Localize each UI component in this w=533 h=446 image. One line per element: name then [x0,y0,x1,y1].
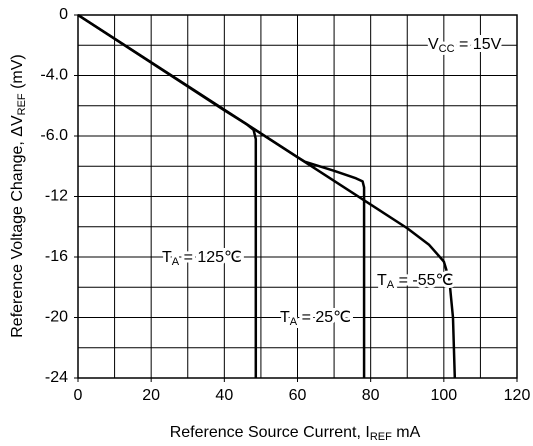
x-tick-label: 40 [215,387,233,404]
text-part: mA [392,424,421,441]
y-axis-label: Reference Voltage Change, ΔVREF (mV) [9,54,28,338]
y-tick-label: -6.0 [40,127,68,144]
y-tick-label: -16 [45,248,68,265]
text-part: CC [439,43,455,55]
text-part: REF [370,431,392,443]
y-tick-label: -24 [45,369,68,386]
text-part: = 15V [455,36,502,53]
text-part: T [280,309,290,326]
x-tick-label: 80 [362,387,380,404]
y-tick-label: 0 [59,6,68,23]
text-part: (mV) [9,54,26,93]
y-tick-label: -12 [45,188,68,205]
text-part: Reference Source Current, I [170,424,370,441]
text-part: REF [16,93,28,115]
x-tick-label: 120 [504,387,531,404]
x-tick-label: 60 [289,387,307,404]
curve [77,13,457,379]
y-tick-label: -20 [45,309,68,326]
x-tick-label: 100 [430,387,457,404]
y-tick-label: -4.0 [40,67,68,84]
text-part: V [428,36,439,53]
text-part: = 125℃ [179,249,242,266]
annotation: TA = 125℃ [162,249,242,268]
text-part: = -55℃ [394,272,453,289]
annotation: VCC = 15V [428,36,502,55]
x-tick-label: 0 [74,387,83,404]
text-part: = 25℃ [297,309,351,326]
annotation: TA = 25℃ [280,309,351,328]
x-tick-label: 20 [142,387,160,404]
annotation: TA = -55℃ [377,272,453,291]
text-part: Reference Voltage Change, ΔV [9,115,26,338]
x-axis-label: Reference Source Current, IREF mA [170,424,421,443]
text-part: T [377,272,387,289]
text-part: T [162,249,172,266]
